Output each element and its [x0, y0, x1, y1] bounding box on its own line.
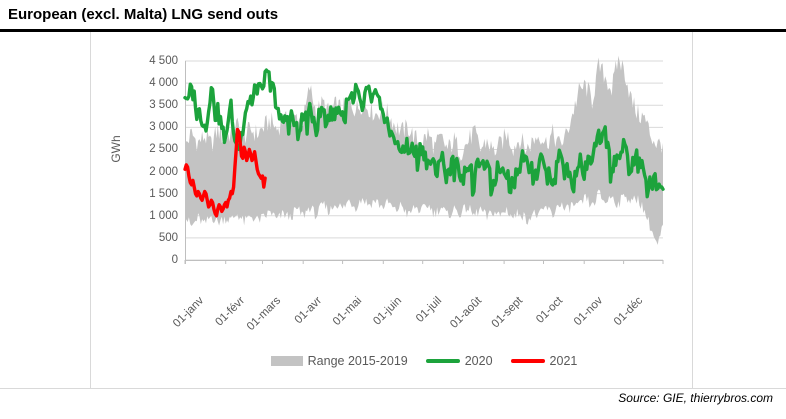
y-tick-label: 2 000	[149, 165, 178, 178]
range-swatch	[270, 356, 303, 366]
y-tick-label: 2 500	[149, 143, 178, 156]
title-underline	[0, 29, 786, 32]
source-credit: Source: GIE, thierrybros.com	[618, 391, 773, 405]
legend-label-2020: 2020	[464, 354, 493, 368]
y-tick-label: 1 000	[149, 209, 178, 222]
chart-title: European (excl. Malta) LNG send outs	[8, 6, 279, 23]
legend: Range 2015-2019 2020 2021	[185, 351, 663, 371]
y-tick-label: 1 500	[149, 187, 178, 200]
y-tick-label: 4 500	[149, 55, 178, 67]
line-2020	[183, 68, 665, 199]
legend-item-2021: 2021	[510, 354, 578, 368]
bottom-divider	[0, 388, 786, 389]
y-tick-label: 3 000	[149, 121, 178, 134]
legend-label-2021: 2021	[549, 354, 578, 368]
y-tick-label: 3 500	[149, 99, 178, 112]
line-2020-swatch	[425, 359, 460, 363]
legend-item-2020: 2020	[425, 354, 493, 368]
y-tick-label: 4 000	[149, 77, 178, 90]
plot-area	[90, 32, 693, 388]
y-tick-label: 500	[158, 231, 178, 244]
y-tick-label: 0	[171, 254, 178, 266]
line-2021-swatch	[510, 359, 545, 363]
legend-item-range: Range 2015-2019	[270, 354, 408, 368]
line-2021	[183, 127, 267, 218]
legend-label-range: Range 2015-2019	[307, 354, 408, 368]
